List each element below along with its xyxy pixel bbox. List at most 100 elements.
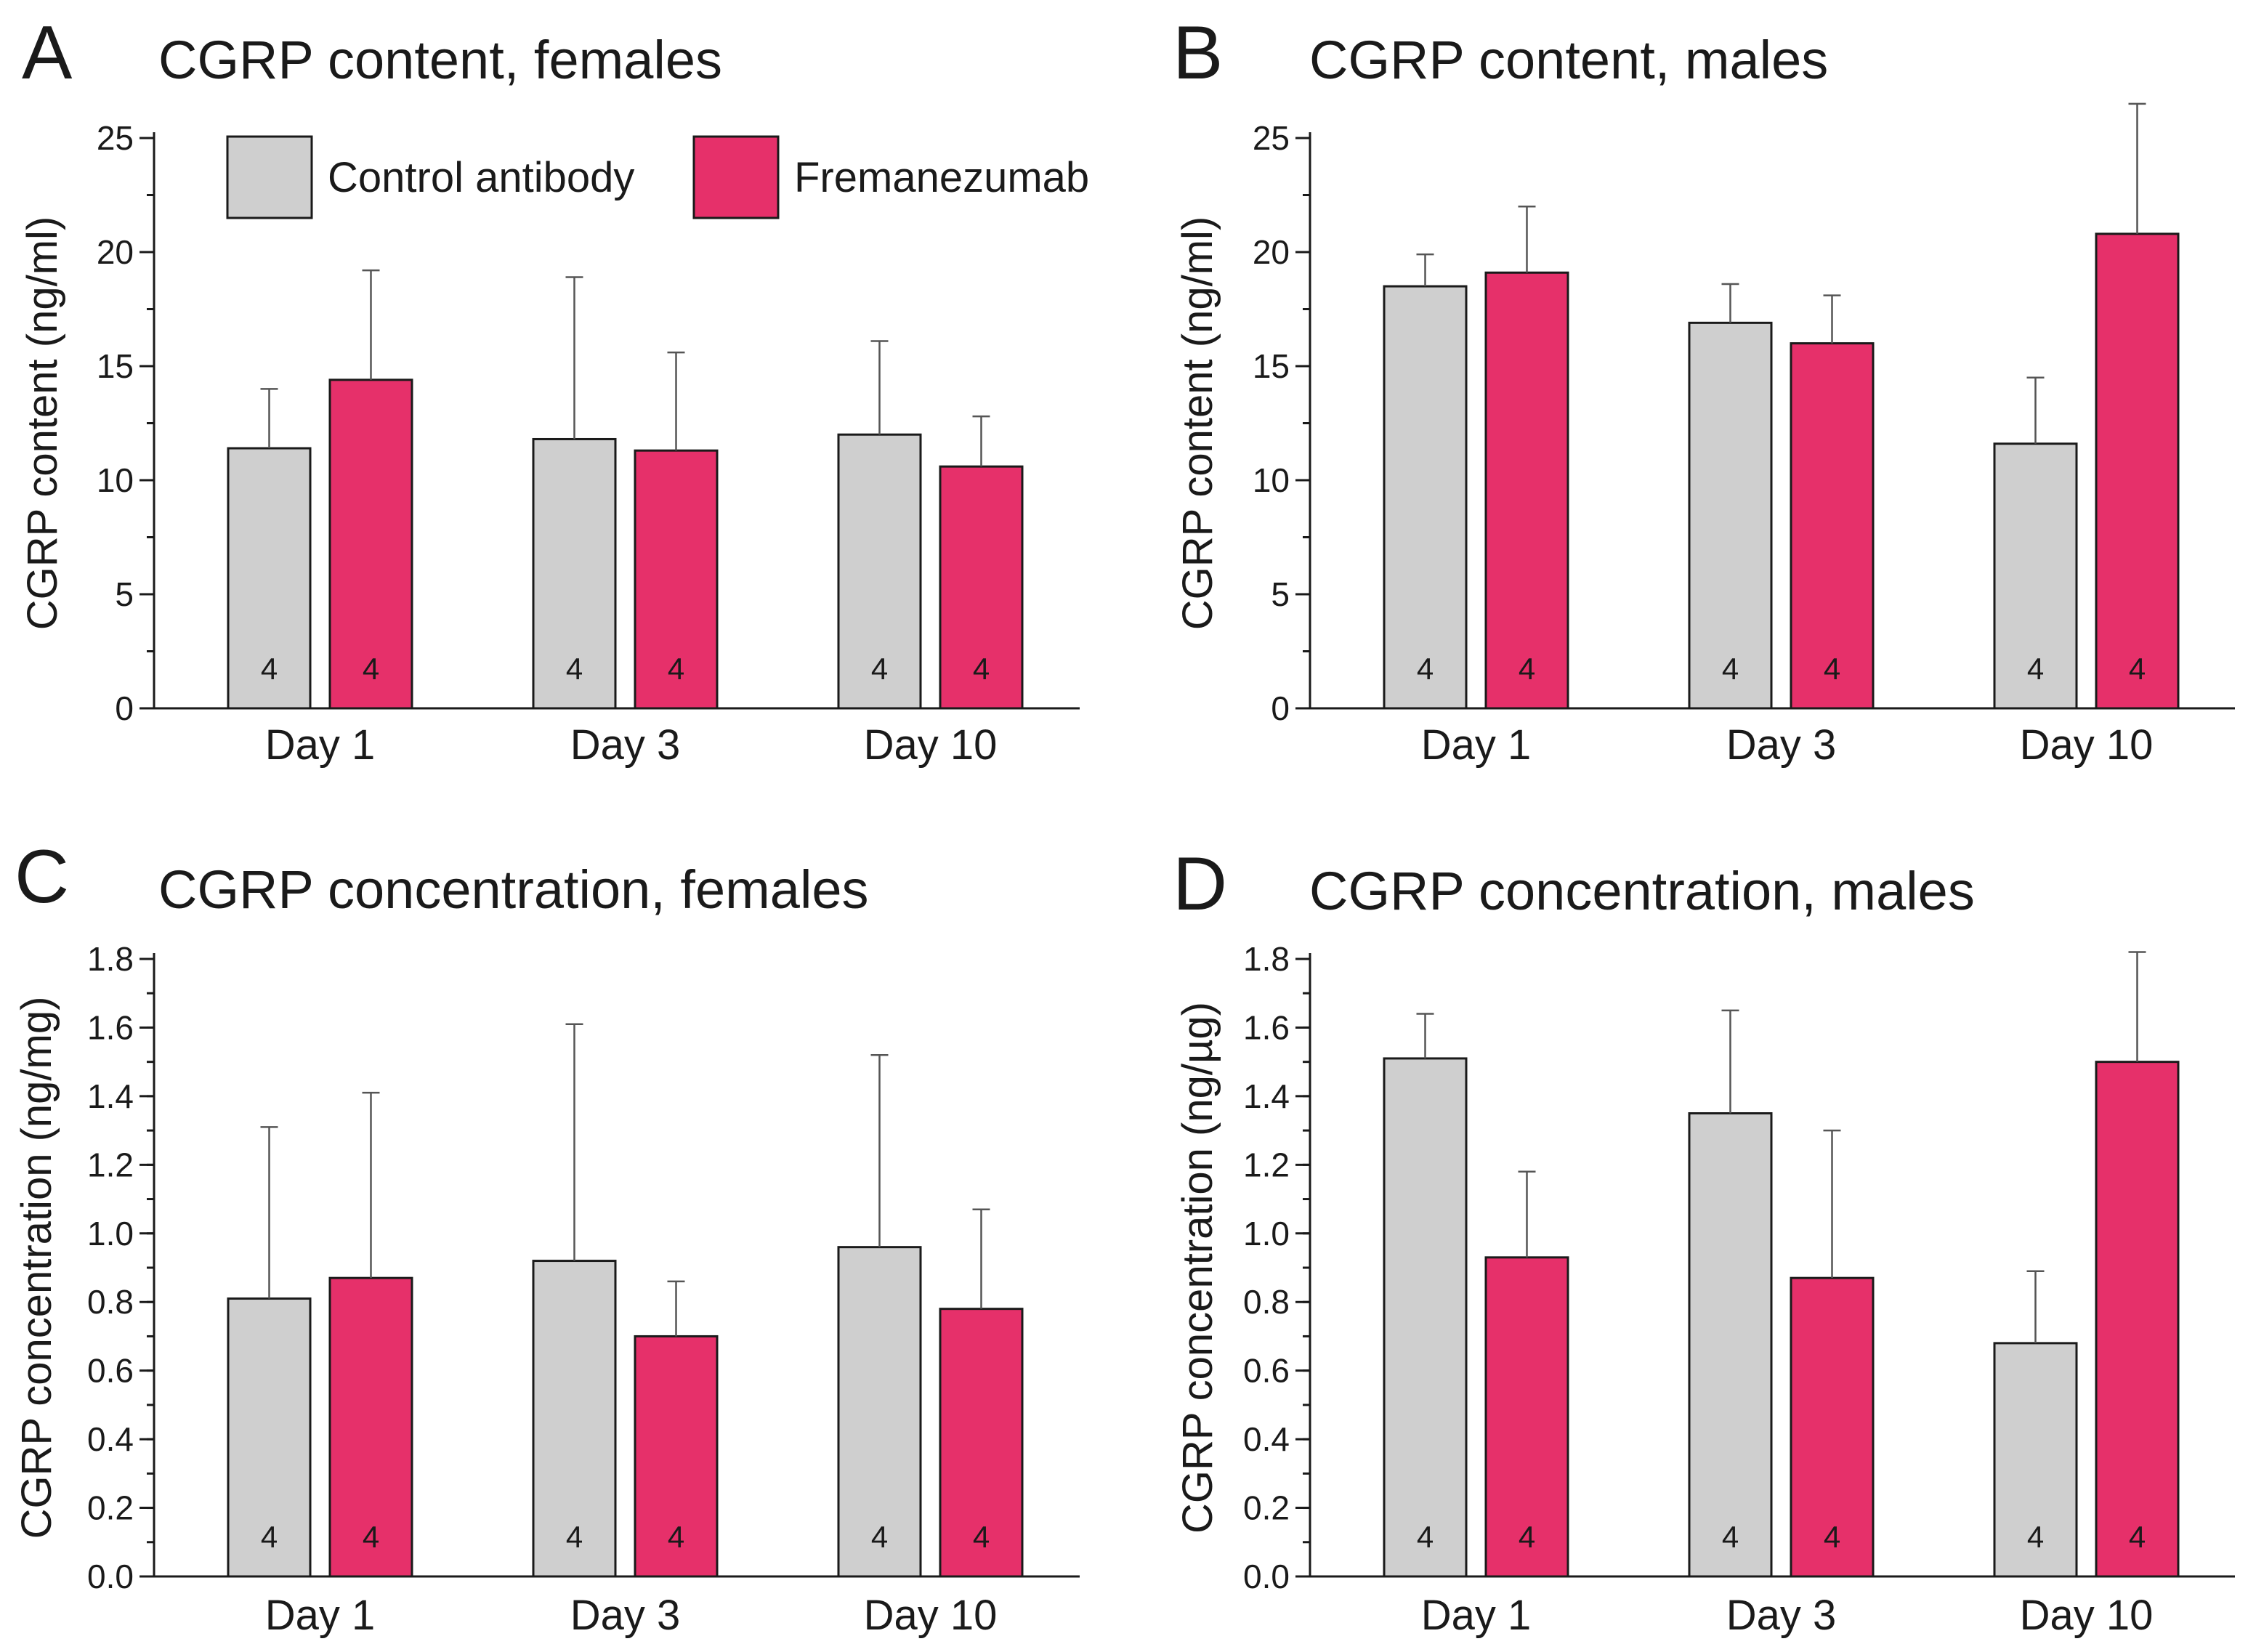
x-tick-label: Day 1: [265, 1592, 376, 1639]
bar-control: [1383, 1057, 1468, 1578]
legend-label-control: Control antibody: [328, 154, 634, 201]
n-label: 4: [1722, 1520, 1739, 1554]
y-tick-label: 0.6: [87, 1352, 134, 1390]
n-label: 4: [1417, 652, 1434, 686]
y-tick-label: 0.4: [1243, 1420, 1290, 1458]
n-label: 4: [261, 1520, 278, 1554]
y-tick-label: 0.0: [87, 1558, 134, 1595]
n-label: 4: [261, 652, 278, 686]
y-tick-label: 25: [97, 119, 134, 157]
bar-fremanezumab: [1484, 271, 1569, 710]
panel-letter: D: [1173, 842, 1227, 926]
n-label: 4: [1417, 1520, 1434, 1554]
n-label: 4: [1824, 1520, 1840, 1554]
n-label: 4: [668, 1520, 684, 1554]
panel-title: CGRP concentration, males: [1309, 861, 1975, 921]
chart-panel-b: B CGRP content, males CGRP content (ng/ml)…: [1173, 11, 2235, 769]
n-label: 4: [2129, 652, 2146, 686]
x-tick-label: Day 1: [1421, 721, 1532, 769]
bar-control: [1383, 285, 1468, 710]
x-tick-label: Day 3: [570, 721, 681, 769]
panel-title: CGRP content, males: [1309, 30, 1828, 90]
x-tick-label: Day 10: [2020, 1592, 2154, 1639]
n-label: 4: [973, 652, 990, 686]
legend: Control antibody Fremanezumab: [226, 135, 1089, 219]
y-axis-label: CGRP concentration (ng/µg): [1174, 1002, 1221, 1534]
bar-fremanezumab: [2095, 232, 2180, 710]
n-label: 4: [2027, 1520, 2044, 1554]
x-tick-label: Day 10: [864, 1592, 998, 1639]
x-tick-label: Day 3: [570, 1592, 681, 1639]
x-tick-label: Day 10: [2020, 721, 2154, 769]
y-tick-label: 1.6: [87, 1008, 134, 1046]
y-tick-label: 0: [115, 689, 134, 727]
x-tick-label: Day 1: [265, 721, 376, 769]
bar-control: [1993, 442, 2078, 710]
n-label: 4: [1722, 652, 1739, 686]
n-label: 4: [2129, 1520, 2146, 1554]
bar-fremanezumab: [328, 378, 413, 710]
y-tick-label: 0.8: [87, 1283, 134, 1321]
n-label: 4: [1519, 1520, 1535, 1554]
n-label: 4: [973, 1520, 990, 1554]
bar-control: [837, 1246, 922, 1578]
bar-fremanezumab: [1790, 342, 1875, 710]
y-tick-label: 1.0: [1243, 1215, 1290, 1252]
y-tick-label: 0.6: [1243, 1352, 1290, 1390]
y-tick-label: 5: [115, 575, 134, 613]
y-axis-label: CGRP concentration (ng/mg): [13, 997, 60, 1539]
panel-letter: A: [22, 11, 73, 95]
bar-fremanezumab: [634, 449, 719, 710]
y-tick-label: 5: [1271, 575, 1290, 613]
y-tick-label: 25: [1253, 119, 1290, 157]
bar-fremanezumab: [939, 465, 1024, 710]
legend-swatch-control: [226, 135, 313, 219]
chart-panel-a: A CGRP content, females CGRP content (ng/m…: [19, 11, 1089, 769]
y-tick-label: 1.8: [87, 940, 134, 978]
y-tick-label: 1.0: [87, 1215, 134, 1252]
x-tick-label: Day 10: [864, 721, 998, 769]
y-tick-label: 1.8: [1243, 940, 1290, 978]
n-label: 4: [871, 652, 888, 686]
bar-control: [532, 437, 617, 710]
legend-swatch-fremanezumab: [692, 135, 780, 219]
y-tick-label: 1.2: [87, 1146, 134, 1183]
legend-label-fremanezumab: Fremanezumab: [794, 154, 1089, 201]
n-label: 4: [363, 1520, 379, 1554]
x-tick-label: Day 3: [1726, 721, 1837, 769]
y-tick-label: 0.2: [87, 1489, 134, 1527]
y-tick-label: 0: [1271, 689, 1290, 727]
n-label: 4: [566, 652, 583, 686]
n-label: 4: [363, 652, 379, 686]
panel-letter: C: [15, 835, 69, 919]
y-tick-label: 0.2: [1243, 1489, 1290, 1527]
x-tick-label: Day 3: [1726, 1592, 1837, 1639]
n-label: 4: [1519, 652, 1535, 686]
y-axis-label: CGRP content (ng/ml): [19, 216, 66, 630]
y-tick-label: 10: [97, 461, 134, 499]
n-label: 4: [566, 1520, 583, 1554]
y-tick-label: 1.2: [1243, 1146, 1290, 1183]
bar-fremanezumab: [2095, 1061, 2180, 1578]
y-tick-label: 20: [97, 233, 134, 271]
n-label: 4: [2027, 652, 2044, 686]
chart-panel-d: D CGRP concentration, males CGRP concentra…: [1173, 842, 2235, 1639]
y-tick-label: 1.4: [87, 1077, 134, 1115]
bar-control: [532, 1260, 617, 1578]
chart-panel-c: C CGRP concentration, females CGRP concent…: [13, 835, 1080, 1639]
bar-control: [837, 433, 922, 710]
bar-control: [1688, 1112, 1773, 1578]
panel-letter: B: [1173, 11, 1223, 95]
y-tick-label: 0.8: [1243, 1283, 1290, 1321]
bar-control: [1688, 321, 1773, 710]
bar-fremanezumab: [634, 1335, 719, 1578]
y-tick-label: 1.4: [1243, 1077, 1290, 1115]
x-tick-label: Day 1: [1421, 1592, 1532, 1639]
n-label: 4: [1824, 652, 1840, 686]
n-label: 4: [871, 1520, 888, 1554]
bar-fremanezumab: [1790, 1276, 1875, 1578]
y-tick-label: 15: [1253, 347, 1290, 385]
panel-title: CGRP concentration, females: [158, 859, 869, 920]
n-label: 4: [668, 652, 684, 686]
